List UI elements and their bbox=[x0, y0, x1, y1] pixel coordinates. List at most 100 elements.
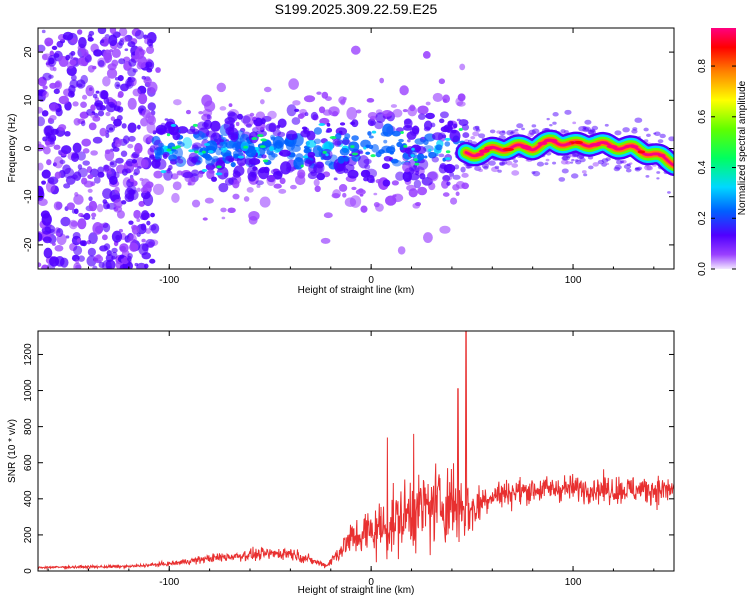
spectrogram-cell bbox=[71, 208, 76, 214]
spectrogram-cell bbox=[288, 78, 299, 90]
spectrogram-cell bbox=[279, 177, 286, 185]
spectrogram-cell bbox=[194, 150, 199, 154]
spectrogram-cell bbox=[589, 143, 601, 147]
spectrogram-cell bbox=[259, 196, 271, 208]
spectrogram-cell bbox=[158, 142, 165, 148]
spectrogram-cell bbox=[68, 219, 78, 230]
spectrogram-cell bbox=[58, 124, 67, 131]
colorbar-tick-label: 0.8 bbox=[697, 59, 708, 73]
spectrogram-cell bbox=[396, 141, 403, 148]
spectrogram-cell bbox=[216, 165, 222, 169]
snr-panel: -100 0 100 0 200 400 600 800 1000 1200 Height of… bbox=[7, 330, 675, 596]
spectrogram-cell bbox=[76, 238, 82, 243]
spectrogram-cell bbox=[624, 144, 631, 149]
snr-y-tick-label: 800 bbox=[23, 418, 34, 435]
spectrogram-cell bbox=[114, 140, 122, 148]
spectrogram-cell bbox=[42, 91, 49, 98]
spectrogram-cell bbox=[141, 178, 151, 188]
snr-y-tick-label: 200 bbox=[23, 526, 34, 543]
spectrogram-cell bbox=[121, 168, 128, 176]
spectrogram-cell bbox=[478, 149, 490, 153]
snr-y-tick-label: 0 bbox=[23, 568, 34, 574]
spectrogram-cell bbox=[497, 169, 502, 173]
spectrogram-cell bbox=[77, 218, 87, 230]
spectrogram-cell bbox=[562, 155, 570, 161]
spectrogram-cell bbox=[462, 132, 470, 139]
spectrogram-cell bbox=[403, 118, 412, 125]
spectrogram-cell bbox=[66, 202, 75, 211]
spectrogram-cell bbox=[101, 234, 108, 241]
spectrogram-cell bbox=[379, 77, 385, 84]
spectrogram-cell bbox=[146, 38, 154, 47]
spectrogram-cell bbox=[606, 145, 618, 149]
spectrogram-cell bbox=[76, 151, 86, 161]
spectrogram-cell bbox=[77, 255, 85, 262]
spectrogram-cell bbox=[95, 90, 100, 94]
spectrogram-cell bbox=[243, 196, 250, 202]
spectrogram-cell bbox=[499, 162, 504, 166]
colorbar: 0.0 0.2 0.4 0.6 0.8 Normalized spectral ampl… bbox=[697, 28, 748, 276]
spectrogram-cell bbox=[162, 151, 170, 158]
spectrogram-cell bbox=[637, 150, 646, 154]
spectrogram-cell bbox=[514, 128, 519, 132]
spectrogram-cell bbox=[111, 247, 118, 254]
spectrogram-cell bbox=[171, 192, 180, 204]
spectrogram-cell bbox=[164, 118, 169, 121]
spectrogram-cell bbox=[613, 166, 621, 172]
spectrogram-cell bbox=[237, 155, 245, 159]
spectrogram-cell bbox=[310, 111, 319, 121]
spectrogram-cell bbox=[78, 37, 87, 49]
spectrogram-cell bbox=[103, 164, 110, 172]
spectrogram-cell bbox=[109, 160, 117, 168]
spectrogram-cell bbox=[54, 81, 61, 88]
spectrogram-cell bbox=[185, 109, 192, 115]
spectrogram-cell bbox=[390, 104, 398, 108]
spectrogram-cell bbox=[407, 139, 411, 143]
spectrogram-cell bbox=[92, 265, 98, 269]
spectrogram-cell bbox=[124, 48, 129, 52]
spectrogram-cell bbox=[105, 254, 114, 263]
spectrogram-cell bbox=[545, 158, 550, 162]
spectrogram-cell bbox=[64, 130, 71, 137]
spectrogram-cell bbox=[449, 172, 455, 177]
spectrogram-cell bbox=[147, 102, 156, 111]
spectrogram-cell bbox=[203, 142, 211, 146]
spectrogram-cell bbox=[87, 247, 96, 257]
spectrogram-cell bbox=[414, 162, 420, 166]
spectrogram-cell bbox=[55, 107, 63, 117]
spectrogram-cell bbox=[454, 164, 460, 170]
spectrogram-cell bbox=[147, 81, 158, 94]
spectrogram-cell bbox=[478, 133, 486, 139]
spectrogram-cell bbox=[449, 129, 461, 143]
spectrogram-cell bbox=[82, 148, 90, 154]
spectrogram-cell bbox=[53, 53, 60, 58]
spectrogram-cell bbox=[73, 171, 82, 181]
spectrogram-cell bbox=[412, 202, 421, 209]
spectrogram-cell bbox=[132, 88, 141, 97]
spectrogram-cell bbox=[414, 167, 420, 173]
spectrogram-cell bbox=[47, 55, 57, 67]
spectrogram-cell bbox=[351, 152, 359, 156]
spectrogram-cell bbox=[549, 123, 553, 127]
spectrogram-cell bbox=[146, 46, 155, 55]
spectrogram-cell bbox=[326, 122, 331, 127]
spectrogram-cell bbox=[323, 212, 333, 219]
spectrogram-cell bbox=[316, 91, 322, 95]
spectrogram-cell bbox=[399, 145, 404, 151]
spectrogram-cell bbox=[224, 177, 234, 186]
spectrogram-cell bbox=[566, 142, 572, 146]
spectrogram-cell bbox=[419, 173, 426, 180]
spectrogram-cell bbox=[408, 188, 418, 198]
spectrogram-cell bbox=[300, 129, 311, 138]
spectrogram-cell bbox=[44, 224, 56, 234]
spectrogram-cell bbox=[527, 132, 534, 138]
spectrogram-cell bbox=[439, 225, 451, 234]
snr-y-tick-label: 1200 bbox=[23, 343, 34, 366]
spectrogram-cell bbox=[188, 176, 196, 186]
spectrogram-cell bbox=[271, 153, 278, 158]
spectrogram-cell bbox=[155, 124, 167, 135]
spectrogram-cell bbox=[668, 136, 674, 142]
spectrogram-cell bbox=[318, 123, 326, 127]
